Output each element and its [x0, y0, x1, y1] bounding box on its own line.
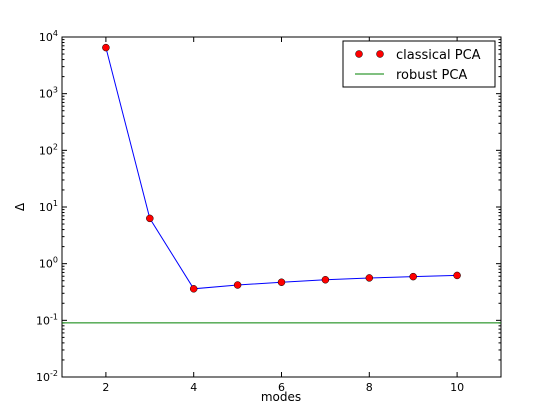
classical-pca-point [189, 285, 198, 293]
y-tick-label: 10-2 [36, 369, 58, 384]
x-tick-label: 4 [190, 381, 197, 394]
y-tick-label: 101 [39, 199, 58, 214]
legend-marker-classical-1 [355, 50, 363, 58]
ticks-layer: 2 4 6 8 10 10-2 10-1 100 101 102 103 104 [36, 29, 501, 394]
series-layer [62, 43, 501, 324]
x-tick-label: 6 [278, 381, 285, 394]
classical-pca-point [365, 274, 374, 282]
classical-pca-point [453, 271, 461, 280]
classical-pca-point [233, 281, 242, 289]
y-tick-label: 100 [39, 256, 58, 271]
x-tick-label: 8 [366, 381, 373, 394]
x-axis-label: modes [261, 390, 301, 404]
plot-frame [61, 36, 502, 378]
y-tick-label: 103 [39, 86, 58, 101]
x-tick-label: 2 [102, 381, 109, 394]
x-tick-label: 10 [450, 381, 464, 394]
legend: classical PCA robust PCA [342, 40, 496, 88]
legend-box [342, 40, 496, 88]
y-axis-label: Δ [13, 202, 27, 211]
classical-pca-point [277, 278, 286, 286]
y-tick-label: 102 [39, 142, 58, 157]
classical-pca-point [321, 276, 330, 284]
classical-pca-point [102, 43, 110, 52]
legend-label-robust-pca: robust PCA [396, 68, 467, 83]
y-tick-label: 10-1 [36, 312, 58, 327]
y-tick-label: 104 [39, 29, 58, 44]
classical-pca-point [409, 272, 417, 281]
classical-pca-point [146, 214, 154, 223]
legend-marker-classical-2 [376, 50, 384, 58]
legend-label-classical-pca: classical PCA [396, 48, 481, 63]
